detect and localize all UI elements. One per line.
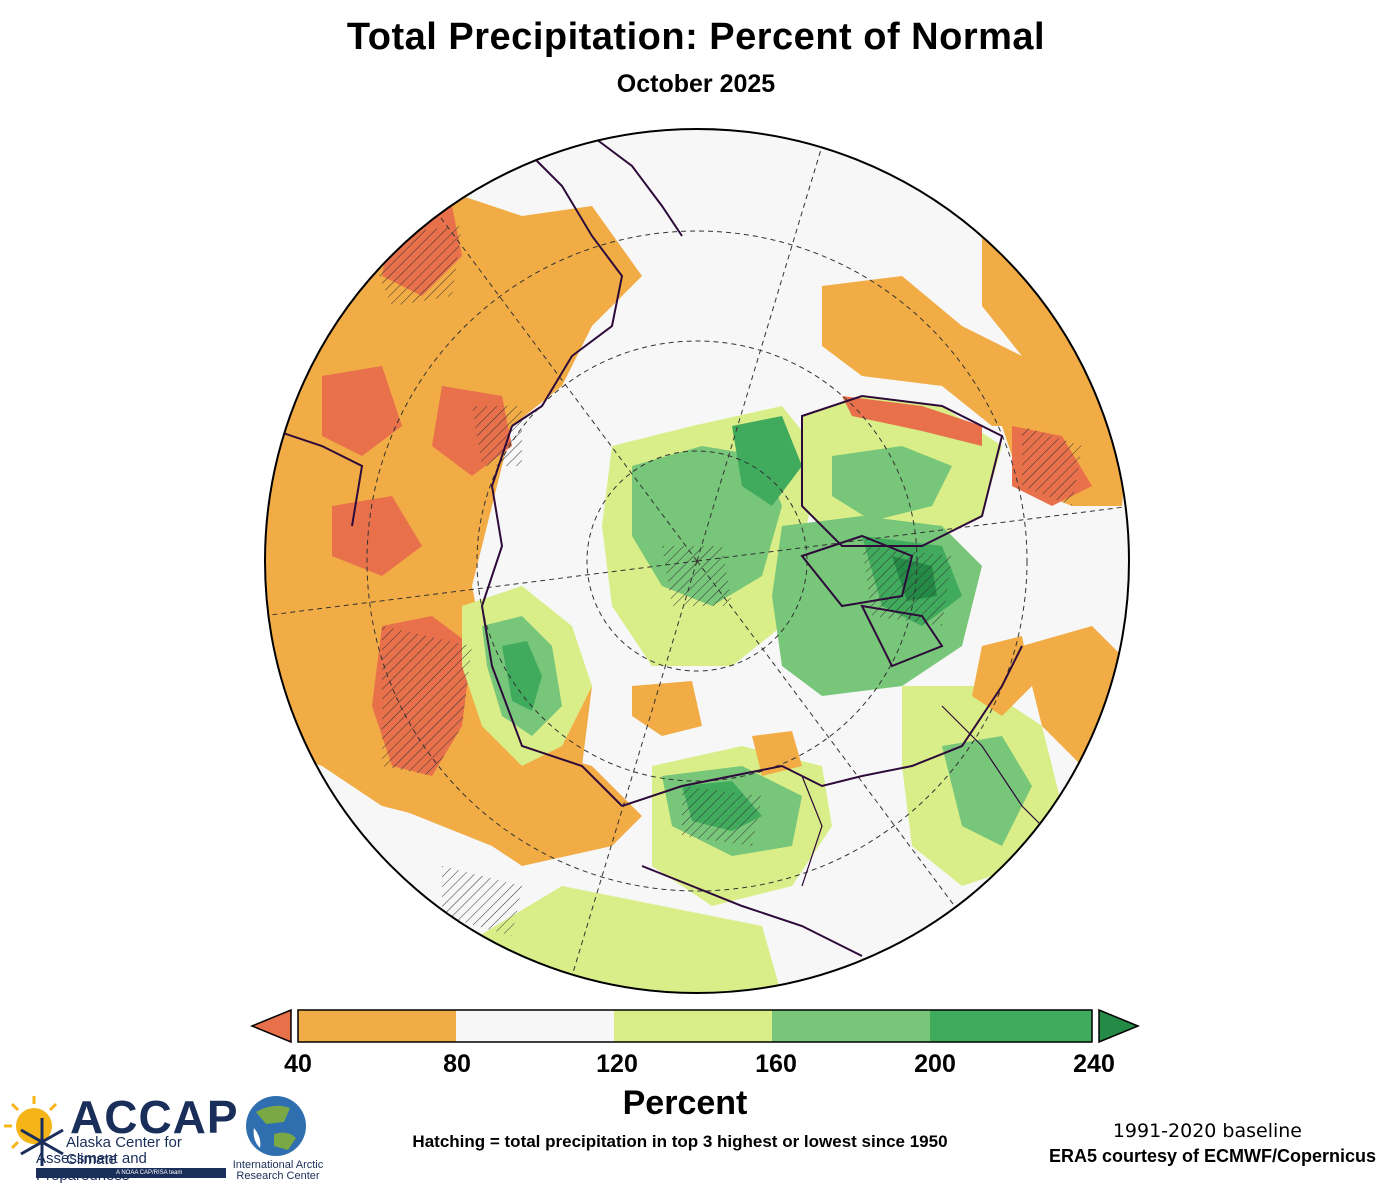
hatch-pacific [442,866,522,936]
colorbar-tick-80: 80 [443,1050,471,1078]
meridians [265,145,1129,977]
colorbar-bin-80-120 [456,1010,614,1042]
hatching-note: Hatching = total precipitation in top 3 … [412,1132,948,1151]
colorbar-over-triangle [1098,1008,1140,1044]
hatch-alaska [682,786,762,846]
accap-line-2: Assessment and Preparedness [36,1150,147,1184]
region-greenland-severe [842,396,982,446]
globe-icon [246,1096,306,1156]
region-west-canada-core [942,736,1032,846]
region-siberia-wet-peak [502,641,542,711]
region-arctic-ocean-peak [732,416,802,506]
accap-logo: ACCAP Alaska Center for Climate Assessme… [0,1090,238,1184]
data-source: ERA5 courtesy of ECMWF/Copernicus [1048,1146,1376,1166]
colorbar-label: Percent [622,1084,748,1122]
region-bering-dry [752,731,802,776]
colorbar-tick-200: 200 [914,1050,956,1078]
hatch-archipelago [862,546,952,626]
region-europe-dry [265,186,642,866]
lat-circle-70 [476,340,918,782]
colorbar-bin-40-80 [298,1010,456,1042]
colorbar-tick-120: 120 [596,1050,638,1078]
iarc-line-1: International Arctic [232,1159,324,1171]
polar-map [264,128,1130,994]
chart-title: Total Precipitation: Percent of Normal [346,16,1046,58]
coastlines [265,135,1023,957]
colorbar-tick-160: 160 [755,1050,797,1078]
sun-snowflake-icon [4,1096,64,1166]
colorbar-under-triangle [250,1008,292,1044]
hatch-arctic [662,546,732,606]
region-greenland-green [832,446,952,521]
accap-tag: A NOAA CAP/RISA team [116,1170,183,1176]
region-pacific-dry-patch [632,681,702,736]
colorbar-frame [297,1009,1093,1043]
iarc-logo: International Arctic Research Center [228,1094,328,1184]
accap-bar [36,1168,226,1178]
colorbar-bin-200-240 [930,1010,1092,1042]
colorbar-tick-40: 40 [284,1050,312,1078]
colorbar [250,1008,1140,1044]
region-severe-dry-3 [322,366,402,456]
hatch-europe [382,626,472,776]
chart-subtitle: October 2025 [616,70,776,98]
accap-line-1: Alaska Center for Climate [66,1134,182,1168]
map-border [264,128,1130,994]
colorbar-bin-160-200 [772,1010,930,1042]
baseline-note: 1991-2020 baseline [1112,1120,1302,1142]
accap-name: ACCAP [70,1091,239,1143]
iarc-line-2: Research Center [236,1170,320,1182]
region-greenland-dry-edge [822,276,1042,426]
colorbar-tick-240: 240 [1073,1050,1115,1078]
colorbar-bin-120-160 [614,1010,772,1042]
hatch-siberia [472,406,522,466]
iarc-name: International Arctic Research Center [228,1160,328,1182]
hatch-east-canada [1022,426,1082,506]
lat-circle-60 [366,230,1028,892]
